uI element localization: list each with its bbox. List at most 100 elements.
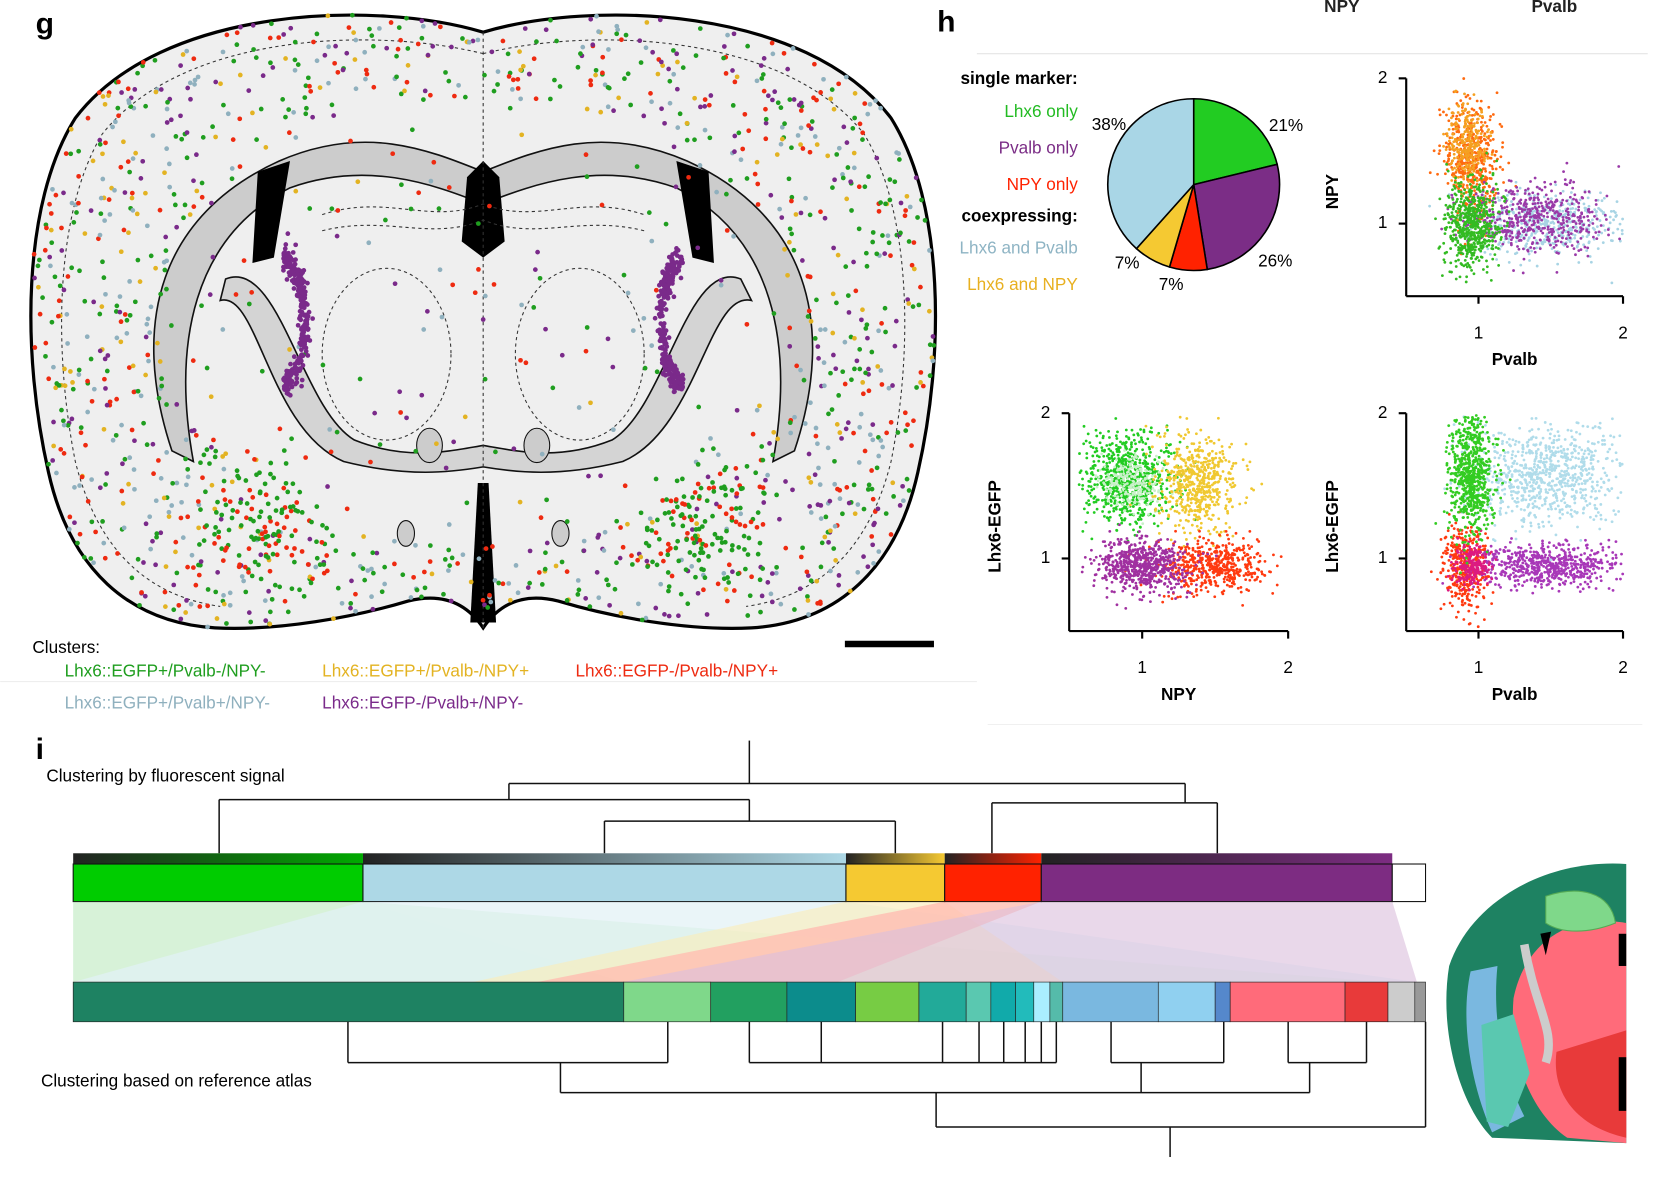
scatter-dot [1595, 225, 1599, 229]
cell-dot [233, 292, 239, 297]
cell-dot [211, 437, 216, 443]
cell-dot [353, 591, 358, 597]
cell-dot [581, 548, 587, 554]
cell-dot [721, 55, 726, 61]
cell-dot [88, 556, 94, 561]
scatter-dot [1519, 263, 1523, 267]
cell-dot [98, 211, 104, 217]
scatter-dot [1525, 211, 1529, 214]
cell-dot [830, 330, 836, 336]
cell-dot [220, 454, 226, 459]
cell-dot [297, 316, 302, 321]
scatter-dot [1586, 214, 1590, 218]
cell-dot [665, 264, 671, 270]
cell-dot [531, 305, 537, 310]
cell-dot [102, 218, 107, 223]
cell-dot [773, 570, 779, 576]
scatter-dot [1485, 239, 1489, 243]
scatter-dot [1451, 207, 1455, 211]
scatter-dot [1587, 204, 1591, 208]
cell-dot [276, 529, 281, 534]
cell-dot [611, 108, 616, 114]
cluster-bar-bottom-part [1033, 981, 1051, 1023]
cell-dot [194, 188, 200, 194]
scatter-dot [1542, 195, 1546, 199]
scatter-dot [1573, 236, 1577, 240]
cell-dot [852, 91, 858, 96]
cell-dot [706, 102, 712, 108]
cell-dot [242, 564, 248, 570]
scatter-dot [1474, 192, 1478, 196]
cell-dot [605, 104, 611, 110]
cell-dot [35, 263, 41, 269]
atlas-thumbnail-part [1540, 931, 1552, 956]
cell-dot [257, 514, 262, 520]
cell-dot [674, 367, 679, 372]
scatter-dot [1505, 224, 1509, 228]
cell-dot [62, 383, 68, 389]
scatter-dot [1536, 196, 1539, 200]
cell-dot [834, 152, 840, 157]
cell-dot [805, 594, 810, 599]
cell-dot [271, 475, 277, 481]
cell-dot [281, 448, 287, 453]
scatter-dot [1507, 210, 1511, 214]
cell-dot [539, 451, 545, 457]
cell-dot [862, 101, 868, 106]
cell-dot [98, 195, 104, 201]
cell-dot [760, 522, 766, 527]
cell-dot [297, 489, 303, 495]
cell-dot [645, 564, 650, 569]
scatter-dot [1101, 436, 1105, 440]
cell-dot [605, 85, 611, 90]
legend-entry: Lhx6::EGFP+/Pvalb-/NPY+ [322, 660, 529, 680]
cell-dot [392, 538, 397, 544]
cell-dot [772, 89, 778, 95]
scatter-dot [1576, 240, 1580, 244]
cell-dot [392, 281, 398, 287]
cell-dot [399, 182, 404, 188]
scatter-dot [1522, 215, 1526, 219]
scatter-dot [1457, 258, 1460, 262]
scatter-dot [1577, 205, 1581, 209]
cell-dot [197, 604, 203, 609]
cell-dot [828, 528, 833, 534]
scatter-dot [1531, 191, 1535, 195]
cell-dot [100, 176, 106, 182]
scatter-dot [1473, 231, 1476, 235]
cell-dot [704, 498, 710, 504]
cell-dot [510, 87, 515, 92]
cell-dot [782, 246, 787, 252]
scatter-dot [1088, 441, 1092, 445]
cell-dot [132, 87, 138, 92]
scatter-dot [1524, 205, 1528, 209]
cell-dot [671, 48, 676, 53]
scatter-dot [1537, 215, 1541, 219]
cell-dot [730, 103, 736, 108]
cell-dot [161, 259, 167, 265]
scatter-dot [1620, 229, 1624, 232]
cell-dot [169, 503, 175, 508]
cell-dot [164, 106, 170, 112]
scatter-dot [1539, 201, 1543, 205]
cell-dot [866, 366, 871, 372]
cell-dot [741, 533, 747, 539]
cell-dot [369, 594, 374, 600]
cell-dot [669, 516, 674, 521]
cell-dot [213, 448, 219, 454]
cell-dot [808, 578, 814, 584]
scatter-dot [1570, 202, 1574, 206]
cell-dot [408, 206, 414, 212]
scatter-dot [1482, 221, 1486, 224]
cell-dot [303, 111, 309, 117]
scatter-dot [1484, 169, 1488, 173]
scatter-dot [1088, 480, 1092, 483]
scatter-dot [1445, 132, 1449, 136]
scatter-dot [1510, 217, 1514, 221]
cell-dot [680, 65, 686, 70]
scatter-dot [1620, 232, 1624, 236]
scatter-dot [1486, 141, 1490, 145]
atlas-thumbnail [1446, 863, 1627, 1144]
cell-dot [285, 489, 291, 495]
scatter-dot [1131, 498, 1135, 502]
